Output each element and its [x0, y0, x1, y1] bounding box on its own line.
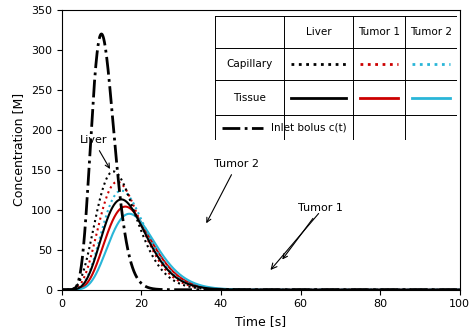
X-axis label: Time [s]: Time [s]	[235, 315, 286, 328]
Text: Tumor 2: Tumor 2	[207, 160, 259, 222]
Text: Tumor 1: Tumor 1	[283, 203, 343, 258]
Text: Liver: Liver	[80, 136, 109, 168]
Y-axis label: Concentration [M]: Concentration [M]	[12, 93, 25, 206]
